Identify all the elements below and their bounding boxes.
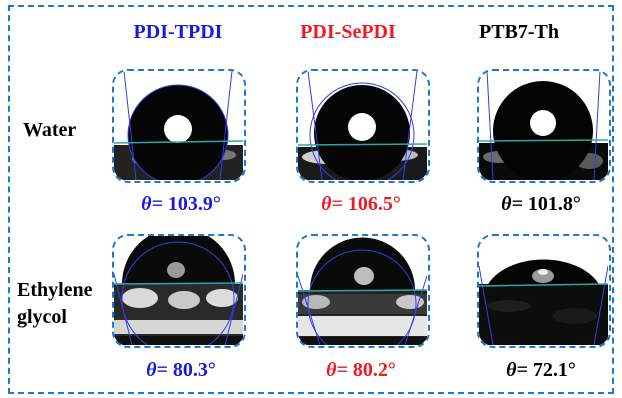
row-label-line: glycol <box>17 306 67 328</box>
column-header-ptb7-th: PTB7-Th <box>478 21 560 43</box>
droplet-image-glycol-pdi-tpdi <box>112 234 246 348</box>
contact-angle-water-ptb7-th: θ= 101.8° <box>461 193 621 216</box>
theta-symbol: θ= <box>506 359 533 381</box>
droplet-image-water-pdi-tpdi <box>112 69 246 183</box>
column-header-pdi-tpdi: PDI-TPDI <box>133 21 223 43</box>
figure-frame: PDI-TPDI PDI-SePDI PTB7-Th Water Ethylen… <box>8 5 614 394</box>
row-label-water: Water <box>23 119 77 141</box>
angle-value: 80.2° <box>352 359 396 381</box>
contact-angle-glycol-ptb7-th: θ= 72.1° <box>461 359 621 382</box>
contact-angle-glycol-pdi-sepdi: θ= 80.2° <box>281 359 441 382</box>
theta-symbol: θ= <box>146 359 173 381</box>
angle-value: 72.1° <box>532 359 576 381</box>
contact-angle-glycol-pdi-tpdi: θ= 80.3° <box>101 359 261 382</box>
theta-symbol: θ= <box>501 193 528 215</box>
angle-value: 106.5° <box>347 193 401 215</box>
angle-value: 80.3° <box>172 359 216 381</box>
column-header-pdi-sepdi: PDI-SePDI <box>300 21 396 43</box>
droplet-image-glycol-pdi-sepdi <box>296 234 430 348</box>
contact-angle-water-pdi-tpdi: θ= 103.9° <box>101 193 261 216</box>
droplet-image-water-pdi-sepdi <box>296 69 430 183</box>
droplet-image-glycol-ptb7-th <box>477 234 611 348</box>
angle-value: 101.8° <box>527 193 581 215</box>
theta-symbol: θ= <box>141 193 168 215</box>
contact-angle-water-pdi-sepdi: θ= 106.5° <box>281 193 441 216</box>
theta-symbol: θ= <box>321 193 348 215</box>
row-label-line: Ethylene <box>17 279 93 301</box>
theta-symbol: θ= <box>326 359 353 381</box>
droplet-image-water-ptb7-th <box>477 69 611 183</box>
angle-value: 103.9° <box>167 193 221 215</box>
row-label-ethylene-glycol: Ethylene glycol <box>17 277 93 331</box>
